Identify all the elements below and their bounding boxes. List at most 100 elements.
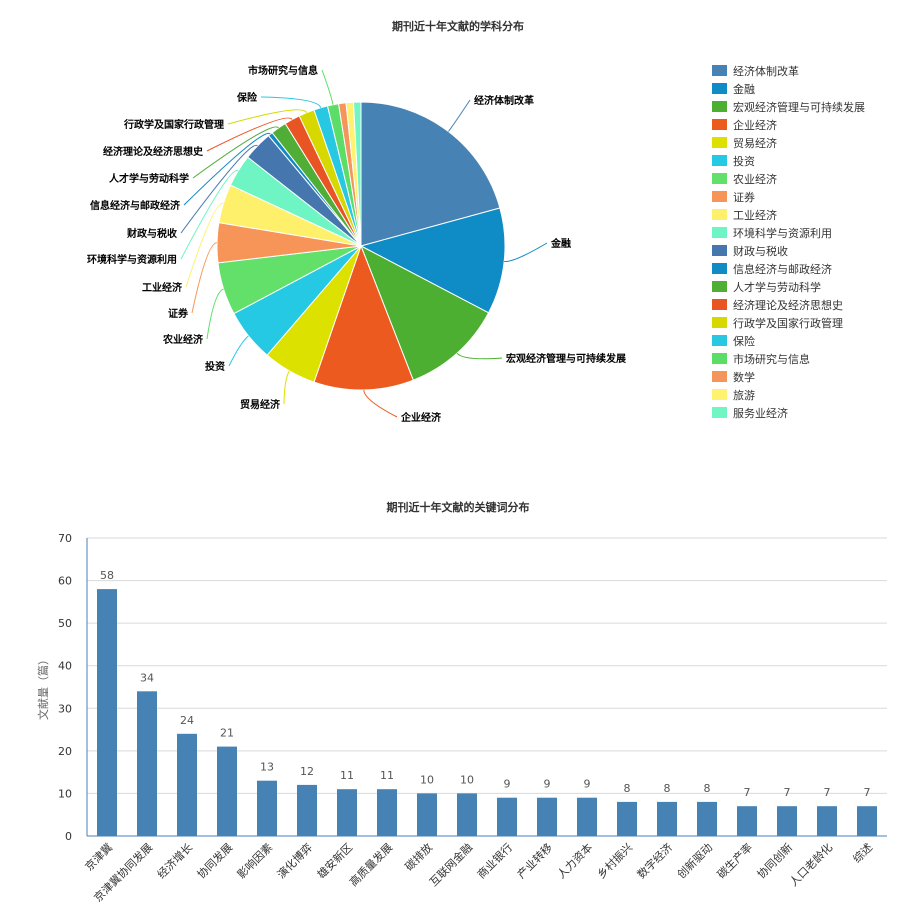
bar[interactable] [97,589,117,836]
bar[interactable] [697,801,717,836]
legend-swatch[interactable] [712,389,727,400]
x-tick-label: 高质量发展 [346,840,395,889]
legend-label[interactable]: 宏观经济管理与可持续发展 [733,100,865,114]
legend-swatch[interactable] [712,155,727,166]
bar[interactable] [817,806,837,836]
legend-label[interactable]: 农业经济 [733,172,777,186]
pie-slice [313,244,414,391]
bar[interactable] [217,746,237,836]
legend-swatch[interactable] [712,299,727,310]
pie-slice-label: 行政学及国家行政管理 [123,118,224,131]
x-tick-label: 人口老龄化 [786,840,835,889]
legend-label[interactable]: 保险 [733,334,755,348]
legend-label[interactable]: 投资 [733,154,755,168]
pie-leader-line [448,99,471,132]
y-tick-label: 60 [58,575,72,588]
bar-value-label: 10 [460,773,474,786]
bar[interactable] [737,806,757,836]
legend-swatch[interactable] [712,407,727,418]
bar[interactable] [417,793,437,836]
legend-swatch[interactable] [712,137,727,148]
bar-value-label: 11 [380,769,394,782]
bar[interactable] [577,797,597,836]
legend-label[interactable]: 数学 [733,370,755,384]
y-axis-ticks: 0 10 20 30 40 50 60 70 [58,532,72,843]
legend-swatch[interactable] [712,317,727,328]
y-tick-label: 20 [58,745,72,758]
legend-swatch[interactable] [712,101,727,112]
x-tick-label: 乡村振兴 [594,840,635,881]
bar-value-label: 10 [420,773,434,786]
legend-label[interactable]: 环境科学与资源利用 [733,226,832,240]
bar[interactable] [617,801,637,836]
pie-leader-line [192,126,280,179]
bar[interactable] [497,797,517,836]
pie-slice [360,101,501,247]
pie-slice-label: 环境科学与资源利用 [87,253,177,266]
bar[interactable] [337,789,357,836]
bar[interactable] [297,784,317,836]
bar[interactable] [857,806,877,836]
pie-leader-line [227,109,307,125]
legend-swatch[interactable] [712,119,727,130]
bar-value-label: 9 [584,778,591,791]
legend-swatch[interactable] [712,173,727,184]
legend-swatch[interactable] [712,209,727,220]
legend-swatch[interactable] [712,335,727,346]
legend-swatch[interactable] [712,227,727,238]
legend-swatch[interactable] [712,83,727,94]
legend-swatch[interactable] [712,263,727,274]
bar[interactable] [137,691,157,836]
x-tick-label: 影响因素 [235,841,275,881]
legend-swatch[interactable] [712,371,727,382]
legend-label[interactable]: 经济体制改革 [733,64,799,78]
pie-slice-label: 证券 [168,307,189,320]
legend-label[interactable]: 经济理论及经济思想史 [733,298,843,312]
pie-slice-label: 人才学与劳动科学 [109,172,189,185]
legend-label[interactable]: 工业经济 [733,208,777,222]
legend-swatch[interactable] [712,281,727,292]
legend-label[interactable]: 金融 [733,82,755,96]
legend-label[interactable]: 信息经济与邮政经济 [733,262,832,276]
bar-value-label: 9 [504,778,511,791]
bar[interactable] [457,793,477,836]
legend-swatch[interactable] [712,353,727,364]
pie-leader-line [283,370,290,405]
pie-leader-line [180,144,258,234]
legend-label[interactable]: 服务业经济 [733,406,788,420]
y-axis-title: 文献量（篇） [36,654,50,720]
pie-leader-line [206,288,224,340]
bar-value-label: 13 [260,761,274,774]
x-tick-label: 经济增长 [154,840,195,881]
bar-value-label: 34 [140,671,154,684]
legend-label[interactable]: 证券 [733,190,755,204]
legend-swatch[interactable] [712,191,727,202]
legend-label[interactable]: 旅游 [733,388,755,402]
legend-label[interactable]: 人才学与劳动科学 [733,280,821,294]
pie-leader-lines [180,69,548,418]
pie-leader-line [180,169,239,260]
bar[interactable] [257,780,277,836]
x-tick-label: 碳生产率 [714,840,755,881]
legend-label[interactable]: 财政与税收 [733,244,788,258]
y-tick-label: 0 [65,830,72,843]
x-tick-label: 互联网金融 [426,840,475,889]
bar[interactable] [657,801,677,836]
legend-label[interactable]: 企业经济 [733,118,777,132]
legend-label[interactable]: 行政学及国家行政管理 [733,316,843,330]
legend-label[interactable]: 贸易经济 [733,136,777,150]
bar-grid [87,537,887,794]
bars [97,589,877,836]
bar[interactable] [377,789,397,836]
bar-value-label: 9 [544,778,551,791]
bar[interactable] [777,806,797,836]
legend-swatch[interactable] [712,245,727,256]
pie-slice [352,101,362,247]
x-tick-label: 产业转移 [514,840,555,881]
y-tick-label: 50 [58,617,72,630]
legend-swatch[interactable] [712,65,727,76]
bar[interactable] [177,733,197,836]
bar[interactable] [537,797,557,836]
legend-label[interactable]: 市场研究与信息 [733,352,810,366]
